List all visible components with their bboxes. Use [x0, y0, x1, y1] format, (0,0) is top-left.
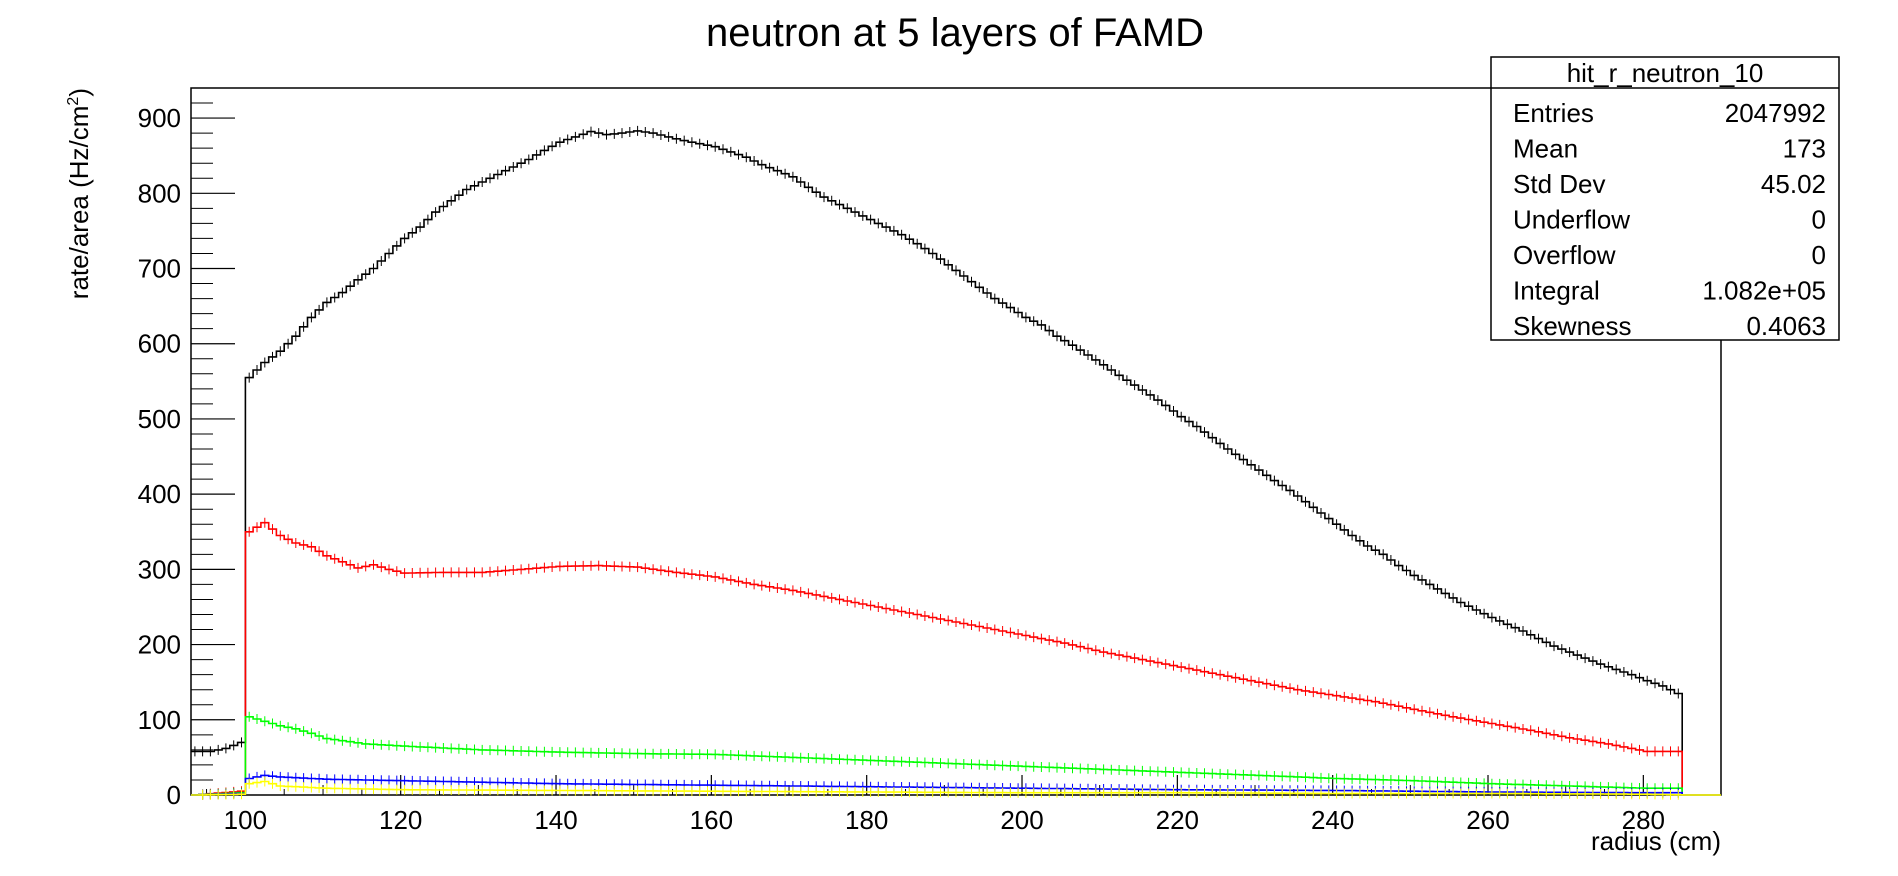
- stats-row-value: 2047992: [1725, 98, 1826, 128]
- stats-row-label: Underflow: [1513, 205, 1630, 235]
- y-tick-label: 100: [138, 705, 181, 735]
- x-tick-label: 140: [534, 805, 577, 835]
- series-1-error-bars: [202, 517, 1679, 800]
- stats-row-value: 0.4063: [1746, 311, 1826, 341]
- stats-row-value: 1.082e+05: [1702, 276, 1826, 306]
- stats-row-value: 0: [1812, 205, 1826, 235]
- y-tick-label: 400: [138, 479, 181, 509]
- series-2: [191, 711, 1683, 800]
- y-axis-label-main: rate/area (Hz/cm: [64, 106, 94, 300]
- stats-row-label: Entries: [1513, 98, 1594, 128]
- stats-row-label: Mean: [1513, 134, 1578, 164]
- stats-row-label: Skewness: [1513, 311, 1632, 341]
- y-tick-label: 500: [138, 404, 181, 434]
- x-axis-label: radius (cm): [1591, 826, 1721, 856]
- series-0-error-bars: [194, 125, 1679, 757]
- series-0-line: [191, 130, 1683, 795]
- y-tick-label: 800: [138, 178, 181, 208]
- y-axis-label-sup: 2: [65, 97, 82, 106]
- y-tick-label: 200: [138, 630, 181, 660]
- series-group: [191, 125, 1721, 800]
- series-1-line: [191, 521, 1683, 796]
- axis-ticks: 100 120 140 160 180 200 220 240 260 280 0 100 200 300…: [138, 87, 1683, 835]
- stats-row-value: 173: [1783, 134, 1826, 164]
- x-tick-label: 280: [1622, 805, 1665, 835]
- y-tick-label: 700: [138, 254, 181, 284]
- y-axis-label-tail: ): [64, 88, 94, 97]
- y-tick-label: 300: [138, 554, 181, 584]
- stats-box: hit_r_neutron_10 Entries 2047992 Mean 173 St…: [1490, 56, 1840, 341]
- x-tick-label: 240: [1311, 805, 1354, 835]
- y-tick-label: 0: [167, 780, 181, 810]
- stats-box-title: hit_r_neutron_10: [1567, 58, 1764, 88]
- y-axis-label: rate/area (Hz/cm2): [64, 88, 94, 299]
- x-tick-label: 160: [690, 805, 733, 835]
- stats-row-label: Overflow: [1513, 240, 1616, 270]
- chart-title: neutron at 5 layers of FAMD: [706, 11, 1204, 55]
- series-0: [191, 125, 1683, 795]
- y-tick-label: 900: [138, 103, 181, 133]
- y-tick-label: 600: [138, 329, 181, 359]
- x-tick-label: 220: [1156, 805, 1199, 835]
- series-2-line: [191, 716, 1683, 796]
- stats-box-frame: [1490, 56, 1840, 341]
- stats-row-value: 0: [1812, 240, 1826, 270]
- stats-row-label: Std Dev: [1513, 169, 1606, 199]
- x-tick-label: 200: [1000, 805, 1043, 835]
- stats-row-value: 45.02: [1761, 169, 1826, 199]
- series-1: [191, 517, 1683, 800]
- series-4-line: [191, 780, 1721, 796]
- stats-rows: Entries 2047992 Mean 173 Std Dev 45.02 Underfl…: [1513, 98, 1826, 341]
- x-tick-label: 180: [845, 805, 888, 835]
- x-tick-label: 260: [1466, 805, 1509, 835]
- series-3-line: [191, 774, 1683, 796]
- series-4-error-bars: [202, 776, 1679, 800]
- x-tick-label: 100: [224, 805, 267, 835]
- x-tick-label: 120: [379, 805, 422, 835]
- stats-row-label: Integral: [1513, 276, 1600, 306]
- series-4: [191, 776, 1721, 800]
